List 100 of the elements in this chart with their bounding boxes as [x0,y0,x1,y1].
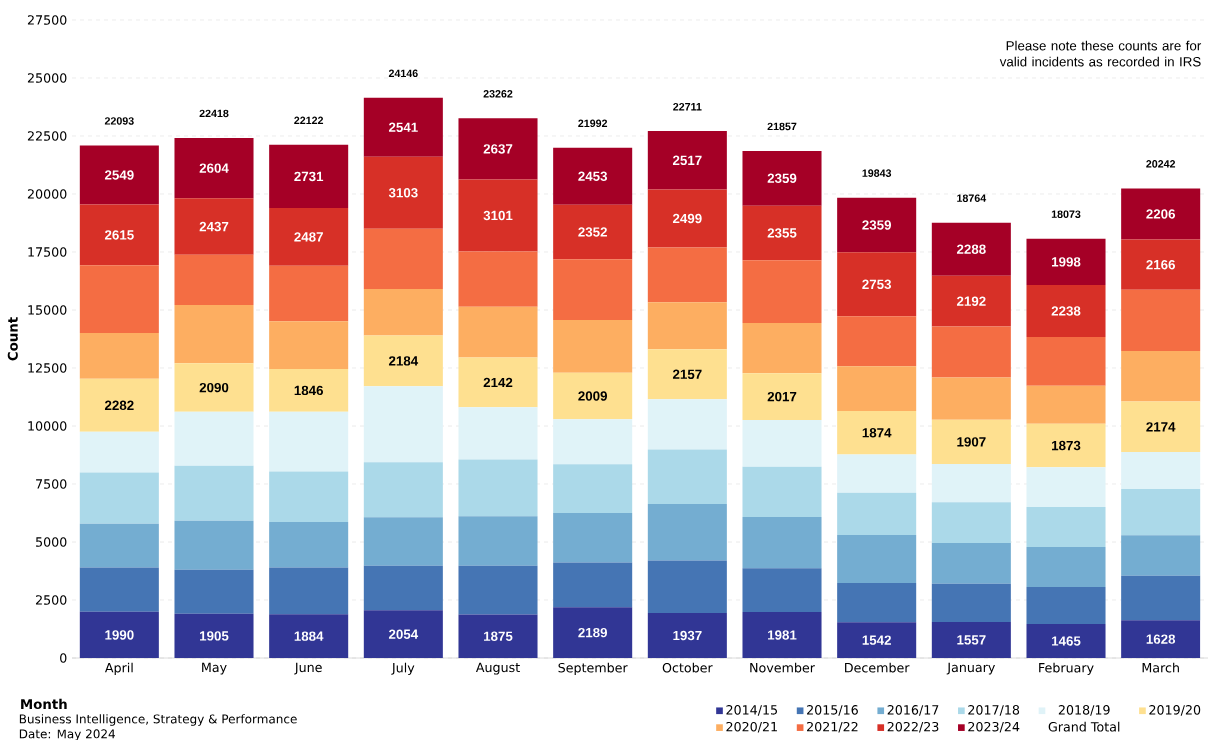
y-tick-label: 12500 [28,363,67,373]
bar [837,366,917,412]
y-tick-label: 5000 [36,537,67,547]
data-label: 2437 [199,221,229,232]
bar [647,349,727,400]
total-label: 21857 [767,122,797,131]
data-label: 2184 [388,356,419,366]
legend-label: 2019/20 [1149,705,1201,716]
bar [837,583,917,623]
bar [1121,350,1201,402]
bar [1026,506,1106,547]
bar [742,466,822,517]
bar [1121,401,1201,452]
bar [1121,188,1201,240]
x-tick-label: August [475,662,520,675]
bar [269,567,349,615]
data-label: 1937 [673,630,702,641]
bar [458,357,538,408]
bar [79,332,159,379]
x-tick-label: July [391,662,415,675]
annotation: Please note these counts are for valid incidents as recorded in IRS [999,40,1202,67]
bar [174,569,254,614]
legend-label: 2021/22 [807,721,858,733]
bar [458,459,538,517]
y-tick-label: 25000 [27,73,67,83]
bar [1121,239,1201,290]
bar [742,323,822,374]
y-tick-label: 27500 [27,15,67,25]
bar [1121,452,1201,489]
bar [837,454,917,493]
text: Business Intelligence, Strategy & Performance [19,714,297,726]
x-tick-label: November [750,662,815,673]
bar [1121,535,1201,576]
bar [458,251,538,307]
bar [1121,289,1201,351]
total-label: 22122 [294,116,324,125]
y-tick-label: 10000 [28,421,67,431]
x-tick-label: October [662,662,713,673]
bar [837,622,917,658]
y-tick-label: 22500 [27,131,67,141]
bar [269,144,349,209]
bar [79,145,159,205]
data-label: 1875 [484,631,513,641]
bar [742,373,822,421]
bar [269,471,349,522]
bar [269,614,349,658]
total-label: 18073 [1051,210,1081,218]
bar [931,542,1011,584]
bar [931,464,1011,503]
bar [742,150,822,206]
bar [1121,488,1201,536]
bar [1026,238,1106,286]
bar [931,419,1011,464]
bar [931,222,1011,276]
bar [363,565,443,611]
data-label: 1873 [1052,440,1081,451]
y-tick-label: 2500 [35,595,67,605]
data-label: 1981 [768,630,797,640]
bar [742,612,822,658]
bar [1026,385,1106,424]
bar [174,613,254,658]
x-tick-label: January [946,662,995,675]
text: Grand Total [1048,721,1120,732]
data-label: 2549 [104,170,134,180]
bar [837,252,917,317]
bar [174,137,254,199]
data-label: 2009 [578,391,607,401]
bar [931,583,1011,622]
bar [647,449,727,504]
bar [269,521,349,568]
data-label: 2090 [199,382,229,393]
bar [79,378,159,432]
bar [1121,620,1201,658]
data-label: 2517 [672,155,702,166]
bar [363,462,443,518]
total-label: 18764 [957,194,987,202]
data-label: 2359 [862,220,891,230]
bar [363,97,443,157]
data-label: 1990 [105,630,134,640]
total-label: 22418 [199,109,229,118]
data-label: 1542 [862,635,891,645]
data-label: 1905 [200,631,229,641]
data-label: 2174 [1146,422,1176,432]
total-label: 23262 [483,90,513,98]
bar [931,377,1011,420]
bar [79,204,159,266]
data-label: 2352 [578,227,607,237]
bar [79,431,159,473]
total-label: 19843 [862,169,892,177]
bar [553,607,633,658]
bar [931,621,1011,658]
bar [458,407,538,460]
data-label: 2157 [672,369,702,379]
data-label: 2166 [1146,259,1176,270]
bar [647,189,727,248]
data-label: 2189 [578,627,607,638]
bar [553,372,633,420]
bar [458,306,538,358]
bar [174,520,254,570]
data-label: 2541 [388,122,418,132]
